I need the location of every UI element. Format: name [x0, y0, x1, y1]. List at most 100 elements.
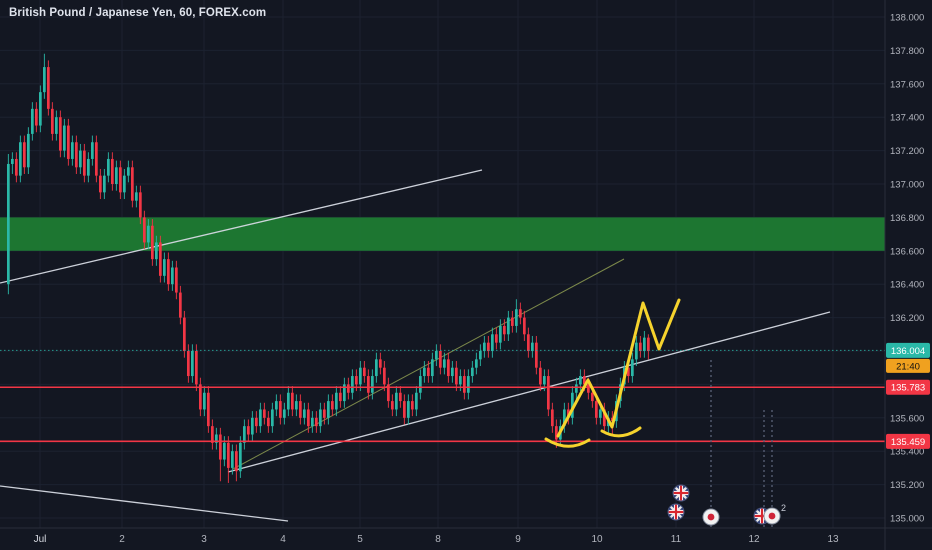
candle-body [219, 434, 222, 460]
candle-body [131, 167, 134, 201]
candle-body [495, 334, 498, 343]
price-tick-label[interactable]: 136.400 [890, 280, 924, 291]
candle-body [643, 337, 646, 351]
supply-zone-rectangle[interactable] [0, 217, 885, 251]
candle-body [583, 376, 586, 385]
jpy-flag-icon[interactable] [763, 507, 781, 525]
price-tick-label[interactable]: 137.800 [890, 46, 924, 57]
symbol-title[interactable]: British Pound / Japanese Yen, 60, FOREX.… [9, 7, 267, 19]
jpy-flag-icon[interactable] [702, 508, 720, 526]
candle-body [95, 142, 98, 176]
candle-body [215, 434, 218, 443]
time-tick-label[interactable]: 2 [119, 534, 125, 545]
candle-body [351, 376, 354, 393]
price-tick-label[interactable]: 136.600 [890, 246, 924, 257]
price-tick-label[interactable]: 137.600 [890, 79, 924, 90]
price-tick-label[interactable]: 137.400 [890, 113, 924, 124]
candle-body [251, 417, 254, 435]
candle-body [279, 401, 282, 418]
time-tick-label[interactable]: Jul [34, 534, 47, 545]
candle-body [471, 367, 474, 377]
bar-countdown-badge: 21:40 [886, 358, 930, 373]
candle-body [579, 376, 582, 385]
price-levels-layer[interactable] [0, 386, 885, 443]
price-tick-label[interactable]: 135.000 [890, 514, 924, 525]
time-tick-label[interactable]: 13 [827, 534, 839, 545]
candle-body [187, 351, 190, 377]
gbp-flag-icon[interactable] [667, 503, 685, 521]
zigzag-projection-drawing[interactable] [556, 298, 681, 438]
level-price-badge[interactable]: 135.783 [886, 379, 930, 395]
candle-body [439, 351, 442, 368]
candle-body [639, 342, 642, 351]
gbp-flag-icon[interactable] [672, 484, 690, 502]
candle-body [539, 367, 542, 385]
price-tick-label[interactable]: 137.000 [890, 180, 924, 191]
time-tick-label[interactable]: 8 [435, 534, 441, 545]
price-tick-label[interactable]: 136.200 [890, 313, 924, 324]
candle-body [419, 376, 422, 393]
candle-body [115, 167, 118, 184]
candle-body [223, 442, 226, 460]
candle-body [543, 376, 546, 385]
candle-body [19, 142, 22, 176]
candle-body [363, 367, 366, 377]
candle-body [75, 142, 78, 168]
time-tick-label[interactable]: 4 [280, 534, 286, 545]
arc-underline-drawing[interactable] [600, 426, 642, 438]
candle-body [467, 376, 470, 393]
time-tick-label[interactable]: 11 [671, 534, 682, 545]
price-axis-pane[interactable] [885, 0, 932, 550]
trend-line[interactable] [227, 311, 831, 473]
time-tick-label[interactable]: 12 [748, 534, 760, 545]
candle-body [271, 409, 274, 427]
candle-body [447, 359, 450, 377]
arc-underline-drawing[interactable] [544, 437, 591, 448]
candle-body [387, 384, 390, 402]
time-tick-label[interactable]: 10 [591, 534, 603, 545]
yellow-drawings-layer[interactable] [544, 298, 681, 448]
candle-body [463, 376, 466, 393]
candle-body [39, 92, 42, 126]
candle-body [259, 409, 262, 427]
candle-body [79, 150, 82, 168]
candle-body [403, 401, 406, 418]
trend-line[interactable] [0, 169, 483, 284]
candle-body [47, 67, 50, 109]
candle-body [119, 167, 122, 193]
time-tick-label[interactable]: 9 [515, 534, 521, 545]
candle-body [375, 359, 378, 377]
candle-body [67, 125, 70, 159]
time-tick-label[interactable]: 5 [357, 534, 363, 545]
price-tick-label[interactable]: 136.800 [890, 213, 924, 224]
level-price-badge[interactable]: 135.459 [886, 433, 930, 449]
candle-body [283, 409, 286, 418]
flag-markers-layer[interactable]: 2 [667, 484, 786, 526]
trend-line[interactable] [0, 485, 289, 522]
marker-count-badge: 2 [781, 503, 786, 513]
candle-body [203, 392, 206, 410]
current-price-badge[interactable]: 136.004 [886, 342, 930, 358]
candle-body [27, 133, 30, 168]
time-tick-label[interactable]: 3 [201, 534, 207, 545]
candle-body [231, 451, 234, 468]
candle-body [135, 192, 138, 201]
price-tick-label[interactable]: 135.200 [890, 480, 924, 491]
price-tick-label[interactable]: 135.400 [890, 447, 924, 458]
time-axis-pane[interactable] [0, 528, 932, 550]
time-axis-labels[interactable]: Jul 2 3 4 5 8 9 10 11 12 13 [34, 534, 839, 545]
price-tick-label[interactable]: 137.200 [890, 146, 924, 157]
candle-body [323, 409, 326, 418]
candle-body [291, 392, 294, 410]
candle-body [303, 409, 306, 418]
price-tick-label[interactable]: 138.000 [890, 13, 924, 24]
candle-body [551, 409, 554, 427]
candle-body [511, 317, 514, 326]
price-tick-label[interactable]: 135.600 [890, 413, 924, 424]
candle-body [383, 367, 386, 385]
candle-body [459, 376, 462, 385]
candle-body [31, 108, 34, 134]
